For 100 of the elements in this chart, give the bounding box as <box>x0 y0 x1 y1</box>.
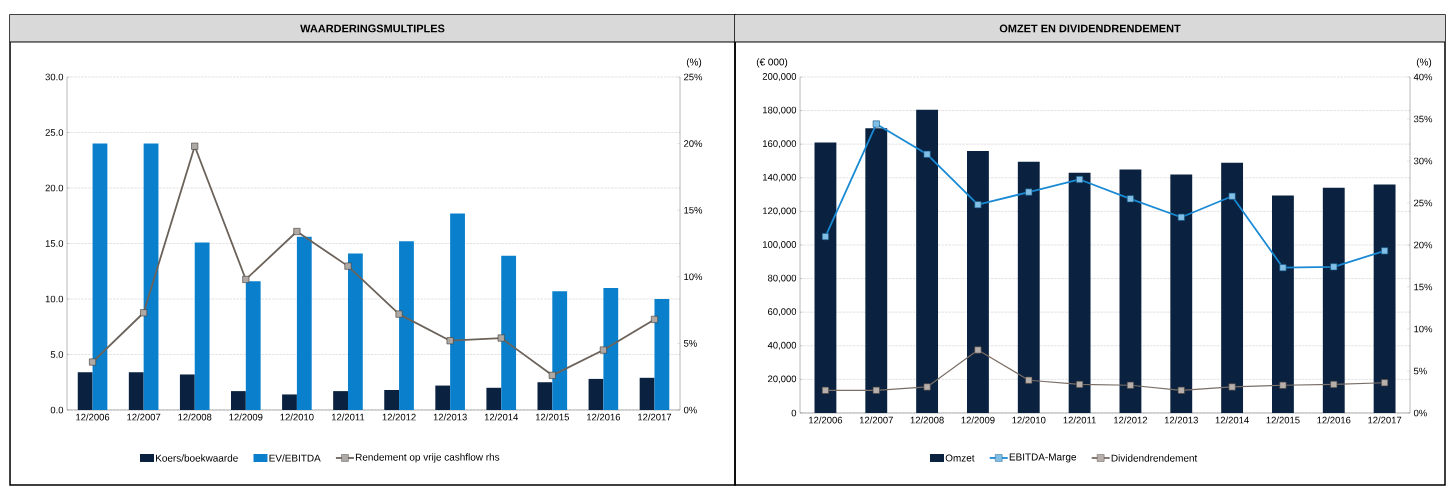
x-tick-label: 12/2014 <box>1215 416 1249 424</box>
x-tick-label: 12/2015 <box>1266 416 1300 424</box>
bar <box>296 236 312 410</box>
y2-tick-label: 15% <box>1414 283 1433 291</box>
y2-tick-label: 35% <box>1413 115 1433 123</box>
y-tick-label: 5.0 <box>50 351 64 358</box>
point <box>140 309 148 317</box>
legend-label: EV/EBITDA <box>269 454 321 462</box>
x-tick-label: 12/2017 <box>1368 416 1402 424</box>
x-tick-label: 12/2009 <box>229 413 263 421</box>
point <box>497 334 505 342</box>
y-tick-label: 40,000 <box>767 341 797 350</box>
x-tick-label: 12/2012 <box>1114 416 1148 424</box>
bar <box>347 253 363 410</box>
y2-tick-label: 10% <box>684 273 703 281</box>
bar <box>245 281 261 410</box>
point <box>89 358 97 366</box>
bar <box>128 372 144 410</box>
point <box>650 315 658 323</box>
bar <box>399 241 414 410</box>
y2-tick-label: 25% <box>1414 199 1433 207</box>
bar <box>486 387 502 410</box>
y-tick-label: 180,000 <box>763 106 797 115</box>
x-tick-label: 12/2013 <box>1164 416 1198 424</box>
y-tick-label: 200,000 <box>762 73 797 81</box>
bar <box>92 143 108 410</box>
bar <box>143 143 159 410</box>
y-tick-label: 0 <box>791 409 797 417</box>
bar <box>282 394 297 410</box>
bar <box>916 109 939 413</box>
y2-tick-label: 0% <box>1413 409 1427 417</box>
y-tick-label: 25.0 <box>45 129 64 136</box>
point <box>293 228 301 235</box>
y2-tick-label: 30% <box>1413 157 1433 165</box>
point <box>395 310 403 318</box>
legend-label: Koers/boekwaarde <box>156 454 238 462</box>
bar <box>231 391 246 410</box>
bar <box>654 298 670 410</box>
x-tick-label: 12/2014 <box>484 413 519 421</box>
bar <box>967 150 989 413</box>
bar <box>552 291 568 410</box>
bar <box>603 287 619 410</box>
bar <box>1068 172 1091 413</box>
x-tick-label: 12/2008 <box>910 416 944 424</box>
bar <box>1119 169 1142 413</box>
y-tick-label: 15.0 <box>45 240 64 247</box>
y2-tick-label: 20% <box>684 140 703 147</box>
chart-title: OMZET EN DIVIDENDRENDEMENT <box>999 24 1181 33</box>
bar <box>865 128 888 413</box>
point <box>446 337 454 345</box>
y-tick-label: 160,000 <box>763 140 797 149</box>
x-tick-label: 12/2007 <box>127 413 161 421</box>
point <box>242 275 250 283</box>
y-tick-label: 20,000 <box>768 375 797 384</box>
bar <box>1322 187 1345 413</box>
x-tick-label: 12/2011 <box>1063 416 1096 424</box>
y2-tick-label: 10% <box>1414 325 1433 333</box>
bar <box>501 255 517 410</box>
bar <box>77 372 93 410</box>
x-tick-label: 12/2010 <box>1012 416 1046 424</box>
point <box>191 142 199 150</box>
y2-tick-label: 5% <box>683 340 697 347</box>
x-tick-label: 12/2016 <box>587 413 621 421</box>
bar <box>333 391 348 410</box>
y2-tick-label: 5% <box>1413 367 1427 375</box>
x-tick-label: 12/2010 <box>280 413 314 421</box>
y-tick-label: 80,000 <box>767 274 797 283</box>
y2-tick-label: 20% <box>1414 241 1433 249</box>
legend-label: EBITDA-Marge <box>1009 453 1077 463</box>
legend-label: Rendement op vrije cashflow rhs <box>355 453 500 463</box>
y-tick-label: 30.0 <box>45 73 64 81</box>
y2-axis-title: (%) <box>686 58 702 68</box>
bar <box>384 390 400 410</box>
bar <box>1017 161 1040 413</box>
y-tick-label: 0.0 <box>50 406 64 414</box>
x-tick-label: 12/2011 <box>331 413 365 421</box>
point <box>548 371 556 379</box>
y-tick-label: 10.0 <box>45 295 64 303</box>
legend-label: Dividendrendement <box>1111 454 1198 462</box>
y2-axis-title: (%) <box>1416 58 1432 68</box>
x-tick-label: 12/2006 <box>76 413 110 421</box>
bar <box>1170 174 1193 413</box>
x-tick-label: 12/2006 <box>809 416 843 424</box>
bar <box>450 213 465 410</box>
x-tick-label: 12/2008 <box>178 413 212 421</box>
bar <box>1272 195 1294 413</box>
x-tick-label: 12/2007 <box>859 416 893 424</box>
y-tick-label: 140,000 <box>763 173 797 182</box>
x-tick-label: 12/2009 <box>961 416 995 424</box>
legend-label: Omzet <box>945 454 975 462</box>
y-tick-label: 100,000 <box>763 241 797 249</box>
point <box>344 262 352 270</box>
bar <box>1373 184 1396 413</box>
x-tick-label: 12/2016 <box>1317 416 1351 424</box>
point <box>599 346 607 354</box>
x-tick-label: 12/2012 <box>382 413 416 421</box>
x-tick-label: 12/2015 <box>535 413 570 421</box>
bar <box>1221 162 1244 413</box>
x-tick-label: 12/2017 <box>638 413 672 421</box>
y2-tick-label: 40% <box>1413 73 1433 81</box>
